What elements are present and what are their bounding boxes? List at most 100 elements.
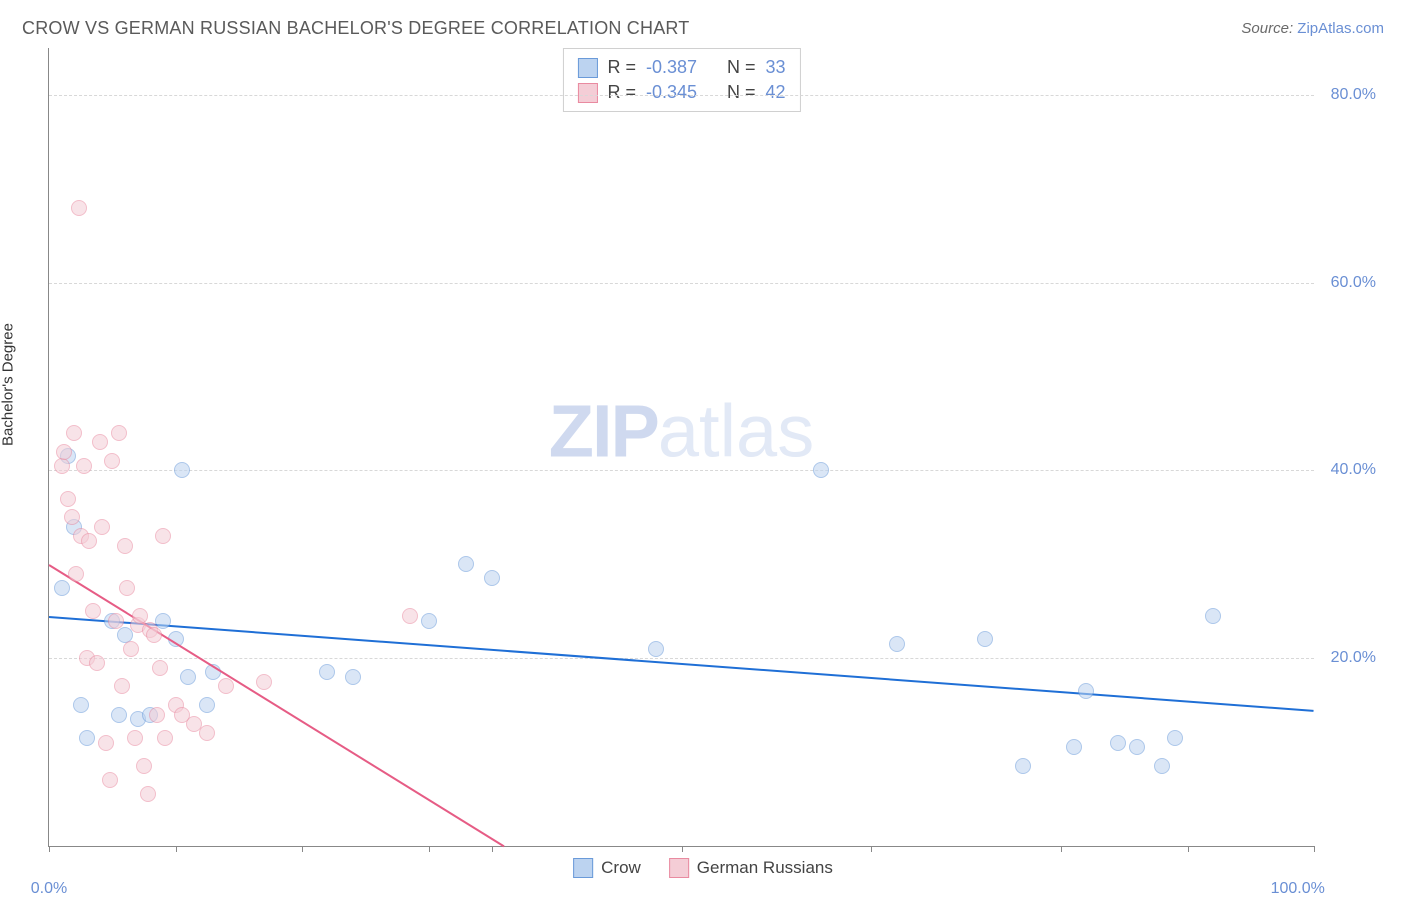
trend-line <box>49 616 1314 712</box>
chart-title: CROW VS GERMAN RUSSIAN BACHELOR'S DEGREE… <box>22 18 689 39</box>
data-point <box>89 655 105 671</box>
legend-swatch-crow <box>577 58 597 78</box>
data-point <box>111 707 127 723</box>
data-point <box>199 725 215 741</box>
data-point <box>180 669 196 685</box>
data-point <box>104 453 120 469</box>
data-point <box>345 669 361 685</box>
data-point <box>71 200 87 216</box>
data-point <box>54 580 70 596</box>
ytick-label: 20.0% <box>1331 649 1376 667</box>
data-point <box>319 664 335 680</box>
data-point <box>136 758 152 774</box>
data-point <box>889 636 905 652</box>
data-point <box>1154 758 1170 774</box>
legend-label-crow: Crow <box>601 858 641 878</box>
bottom-legend-item-crow: Crow <box>573 858 641 878</box>
data-point <box>76 458 92 474</box>
data-point <box>119 580 135 596</box>
data-point <box>54 458 70 474</box>
data-point <box>60 491 76 507</box>
data-point <box>98 735 114 751</box>
data-point <box>152 660 168 676</box>
n-label: N = <box>727 57 756 78</box>
data-point <box>157 730 173 746</box>
xtick-label-right: 100.0% <box>1271 880 1325 898</box>
data-point <box>1110 735 1126 751</box>
xtick <box>302 846 303 852</box>
gridline-h <box>49 658 1314 659</box>
ytick-label: 80.0% <box>1331 86 1376 104</box>
data-point <box>484 570 500 586</box>
xtick <box>1061 846 1062 852</box>
data-point <box>117 538 133 554</box>
data-point <box>458 556 474 572</box>
data-point <box>1129 739 1145 755</box>
stats-legend: R = -0.387 N = 33 R = -0.345 N = 42 <box>562 48 800 112</box>
gridline-h <box>49 283 1314 284</box>
data-point <box>149 707 165 723</box>
xtick <box>429 846 430 852</box>
data-point <box>1167 730 1183 746</box>
data-point <box>146 627 162 643</box>
watermark-zip: ZIP <box>549 390 658 473</box>
data-point <box>648 641 664 657</box>
r-label: R = <box>607 57 636 78</box>
plot-area: ZIPatlas R = -0.387 N = 33 R = -0.345 N … <box>48 48 1314 847</box>
xtick <box>682 846 683 852</box>
data-point <box>127 730 143 746</box>
watermark-atlas: atlas <box>658 390 814 473</box>
xtick <box>49 846 50 852</box>
legend-swatch-crow <box>573 858 593 878</box>
stats-legend-row-german: R = -0.345 N = 42 <box>577 80 785 105</box>
legend-swatch-german <box>669 858 689 878</box>
y-axis-label: Bachelor's Degree <box>0 323 17 446</box>
data-point <box>199 697 215 713</box>
plot-wrap: ZIPatlas R = -0.387 N = 33 R = -0.345 N … <box>48 48 1384 847</box>
source-attribution: Source: ZipAtlas.com <box>1241 20 1384 37</box>
data-point <box>132 608 148 624</box>
xtick <box>871 846 872 852</box>
data-point <box>402 608 418 624</box>
ytick-label: 40.0% <box>1331 461 1376 479</box>
data-point <box>174 462 190 478</box>
r-value-crow: -0.387 <box>646 57 697 78</box>
data-point <box>56 444 72 460</box>
ytick-label: 60.0% <box>1331 274 1376 292</box>
gridline-h <box>49 470 1314 471</box>
data-point <box>64 509 80 525</box>
r-label: R = <box>607 82 636 103</box>
bottom-legend: Crow German Russians <box>573 858 833 878</box>
data-point <box>977 631 993 647</box>
legend-swatch-german <box>577 83 597 103</box>
data-point <box>102 772 118 788</box>
data-point <box>218 678 234 694</box>
xtick <box>492 846 493 852</box>
data-point <box>68 566 84 582</box>
data-point <box>111 425 127 441</box>
n-value-crow: 33 <box>766 57 786 78</box>
data-point <box>85 603 101 619</box>
source-prefix: Source: <box>1241 20 1297 37</box>
data-point <box>1078 683 1094 699</box>
gridline-h <box>49 95 1314 96</box>
bottom-legend-item-german: German Russians <box>669 858 833 878</box>
watermark: ZIPatlas <box>549 389 814 474</box>
legend-label-german: German Russians <box>697 858 833 878</box>
data-point <box>421 613 437 629</box>
xtick-label-left: 0.0% <box>31 880 67 898</box>
data-point <box>92 434 108 450</box>
data-point <box>73 697 89 713</box>
data-point <box>66 425 82 441</box>
data-point <box>108 613 124 629</box>
n-value-german: 42 <box>766 82 786 103</box>
n-label: N = <box>727 82 756 103</box>
data-point <box>79 730 95 746</box>
data-point <box>1066 739 1082 755</box>
data-point <box>94 519 110 535</box>
xtick <box>176 846 177 852</box>
data-point <box>256 674 272 690</box>
source-link[interactable]: ZipAtlas.com <box>1297 20 1384 37</box>
data-point <box>114 678 130 694</box>
data-point <box>155 528 171 544</box>
